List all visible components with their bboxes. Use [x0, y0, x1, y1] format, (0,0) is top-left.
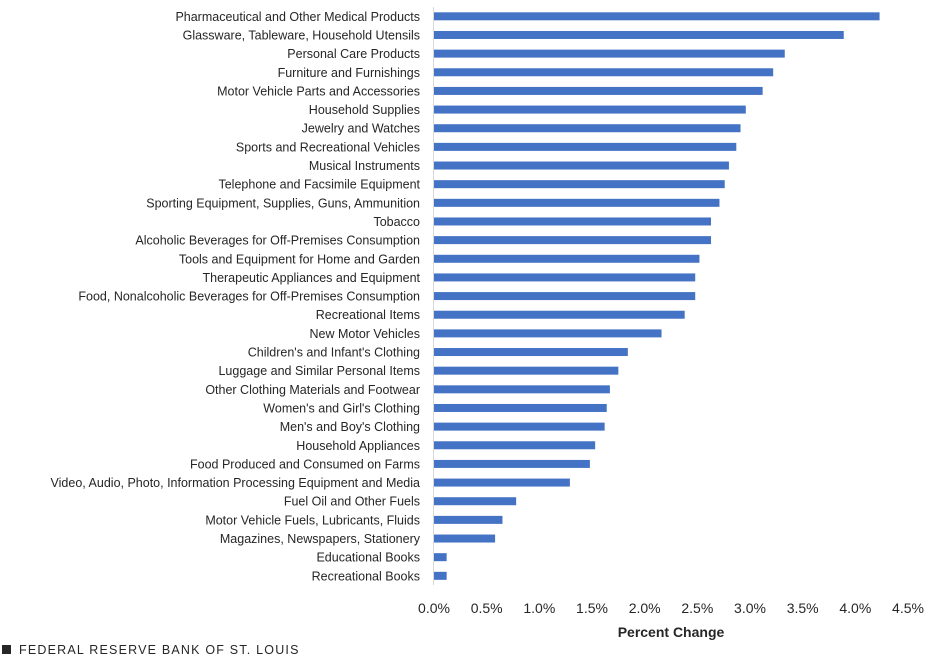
bar	[434, 124, 741, 133]
x-tick-label: 1.0%	[523, 600, 555, 616]
x-tick-label: 2.5%	[681, 600, 713, 616]
x-tick-label: 3.5%	[787, 600, 819, 616]
bar	[434, 403, 607, 412]
category-label: Sporting Equipment, Supplies, Guns, Ammu…	[146, 196, 420, 210]
bar	[434, 12, 880, 21]
category-label: Educational Books	[316, 551, 420, 565]
bar	[434, 478, 570, 487]
category-label: Sports and Recreational Vehicles	[236, 140, 420, 154]
category-label: Household Supplies	[309, 103, 420, 117]
category-label: Motor Vehicle Parts and Accessories	[217, 84, 420, 98]
bar	[434, 459, 590, 468]
source-credit: FEDERAL RESERVE BANK OF ST. LOUIS	[2, 643, 300, 657]
category-label: New Motor Vehicles	[310, 327, 420, 341]
x-tick-label: 1.5%	[576, 600, 608, 616]
bar	[434, 497, 517, 506]
x-tick-label: 0.0%	[418, 600, 450, 616]
bar	[434, 553, 447, 562]
category-label: Video, Audio, Photo, Information Process…	[51, 476, 420, 490]
bars-group	[434, 12, 880, 580]
category-label: Food Produced and Consumed on Farms	[190, 457, 420, 471]
bar	[434, 292, 696, 301]
category-label: Recreational Items	[316, 308, 420, 322]
category-label: Motor Vehicle Fuels, Lubricants, Fluids	[205, 513, 420, 527]
bar	[434, 30, 844, 39]
square-icon	[2, 645, 11, 654]
bar	[434, 515, 503, 524]
category-label: Pharmaceutical and Other Medical Product…	[175, 10, 420, 24]
bar	[434, 217, 712, 226]
category-label: Musical Instruments	[309, 159, 420, 173]
x-tick-label: 3.0%	[734, 600, 766, 616]
bar	[434, 142, 737, 151]
category-label: Glassware, Tableware, Household Utensils	[183, 28, 420, 42]
category-label: Tools and Equipment for Home and Garden	[179, 252, 420, 266]
x-tick-label: 4.0%	[839, 600, 871, 616]
x-axis-title: Percent Change	[618, 624, 725, 640]
category-label: Fuel Oil and Other Fuels	[284, 495, 420, 509]
bar	[434, 68, 774, 77]
bar	[434, 236, 712, 245]
category-label: Recreational Books	[312, 569, 420, 583]
bar	[434, 49, 785, 58]
category-label: Men's and Boy's Clothing	[280, 420, 420, 434]
bar	[434, 198, 720, 207]
bar	[434, 441, 596, 450]
category-label: Jewelry and Watches	[302, 122, 420, 136]
bar	[434, 273, 696, 282]
category-labels-group: Pharmaceutical and Other Medical Product…	[51, 10, 421, 584]
source-text: FEDERAL RESERVE BANK OF ST. LOUIS	[19, 643, 300, 657]
x-tick-labels-group: 0.0% 0.5% 1.0% 1.5% 2.0% 2.5% 3.0% 3.5% 4.0% 4.5%	[418, 600, 924, 616]
category-label: Other Clothing Materials and Footwear	[205, 383, 420, 397]
category-label: Children's and Infant's Clothing	[248, 346, 420, 360]
bar	[434, 571, 447, 580]
bar	[434, 385, 610, 394]
bar	[434, 534, 496, 543]
category-label: Household Appliances	[296, 439, 420, 453]
bar	[434, 422, 605, 431]
bar	[434, 366, 619, 375]
bar	[434, 161, 729, 170]
category-label: Tobacco	[373, 215, 420, 229]
bar	[434, 348, 628, 357]
bar	[434, 105, 746, 114]
category-label: Therapeutic Appliances and Equipment	[202, 271, 420, 285]
x-tick-label: 2.0%	[629, 600, 661, 616]
bar	[434, 310, 685, 319]
bar-chart: Pharmaceutical and Other Medical Product…	[51, 7, 924, 640]
bar	[434, 86, 763, 95]
category-label: Food, Nonalcoholic Beverages for Off-Pre…	[78, 290, 420, 304]
category-label: Luggage and Similar Personal Items	[218, 364, 420, 378]
category-label: Alcoholic Beverages for Off-Premises Con…	[135, 234, 420, 248]
bar	[434, 329, 662, 338]
category-label: Telephone and Facsimile Equipment	[218, 178, 420, 192]
category-label: Furniture and Furnishings	[278, 66, 420, 80]
category-label: Women's and Girl's Clothing	[263, 401, 420, 415]
x-tick-label: 4.5%	[892, 600, 924, 616]
x-tick-label: 0.5%	[471, 600, 503, 616]
bar	[434, 180, 725, 189]
category-label: Personal Care Products	[287, 47, 420, 61]
bar	[434, 254, 700, 263]
category-label: Magazines, Newspapers, Stationery	[220, 532, 421, 546]
